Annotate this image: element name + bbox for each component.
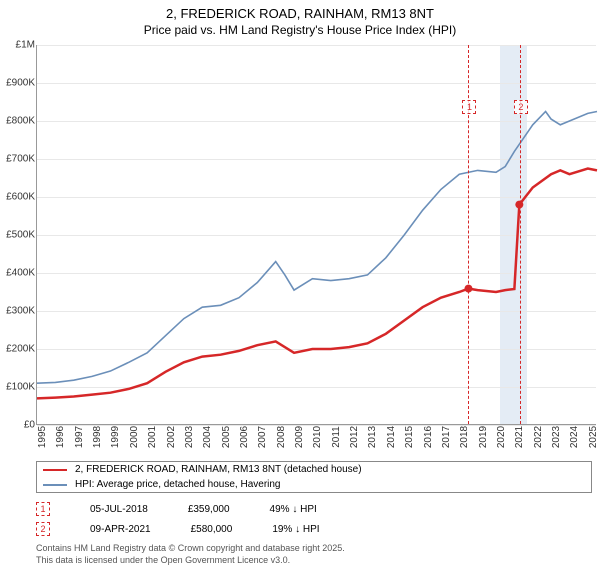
marker-box-1: 1 (462, 100, 476, 114)
legend: 2, FREDERICK ROAD, RAINHAM, RM13 8NT (de… (36, 461, 592, 493)
xtick-label: 2007 (257, 426, 268, 448)
xtick-label: 2016 (423, 426, 434, 448)
xtick-label: 1998 (92, 426, 103, 448)
xtick-label: 2015 (404, 426, 415, 448)
chart-svg (37, 45, 596, 424)
transaction-price: £580,000 (191, 524, 233, 535)
legend-label-property: 2, FREDERICK ROAD, RAINHAM, RM13 8NT (de… (75, 464, 362, 475)
series-line-hpi (37, 112, 597, 384)
xtick-label: 2004 (202, 426, 213, 448)
ytick-label: £200K (1, 344, 35, 355)
xtick-label: 2017 (441, 426, 452, 448)
ytick-label: £100K (1, 382, 35, 393)
footer-line-2: This data is licensed under the Open Gov… (36, 555, 600, 566)
xtick-label: 2001 (147, 426, 158, 448)
xtick-label: 2005 (221, 426, 232, 448)
ytick-label: £900K (1, 78, 35, 89)
legend-row-hpi: HPI: Average price, detached house, Have… (37, 477, 591, 492)
marker-box-2: 2 (514, 100, 528, 114)
series-line-property (37, 169, 597, 399)
legend-label-hpi: HPI: Average price, detached house, Have… (75, 479, 281, 490)
transaction-row: 1 05-JUL-2018 £359,000 49% ↓ HPI (36, 499, 600, 519)
ytick-label: £300K (1, 306, 35, 317)
ytick-label: £500K (1, 230, 35, 241)
xtick-label: 2020 (496, 426, 507, 448)
xtick-label: 1999 (110, 426, 121, 448)
chart-subtitle: Price paid vs. HM Land Registry's House … (0, 23, 600, 45)
xtick-label: 2011 (331, 426, 342, 448)
legend-swatch-hpi (43, 484, 67, 486)
transaction-marker-1: 1 (36, 502, 50, 516)
xtick-label: 2013 (367, 426, 378, 448)
transaction-delta: 49% ↓ HPI (270, 504, 317, 515)
xtick-label: 2021 (514, 426, 525, 448)
xtick-label: 2003 (184, 426, 195, 448)
transaction-date: 05-JUL-2018 (90, 504, 148, 515)
xtick-label: 2023 (551, 426, 562, 448)
transaction-date: 09-APR-2021 (90, 524, 151, 535)
transaction-price: £359,000 (188, 504, 230, 515)
chart-container: 2, FREDERICK ROAD, RAINHAM, RM13 8NT Pri… (0, 0, 600, 560)
xtick-label: 2019 (478, 426, 489, 448)
legend-swatch-property (43, 469, 67, 471)
ytick-label: £800K (1, 116, 35, 127)
transaction-marker-2: 2 (36, 522, 50, 536)
footer-line-1: Contains HM Land Registry data © Crown c… (36, 543, 600, 555)
footer: Contains HM Land Registry data © Crown c… (36, 543, 600, 566)
xtick-label: 2006 (239, 426, 250, 448)
xtick-label: 2018 (459, 426, 470, 448)
transaction-delta: 19% ↓ HPI (272, 524, 319, 535)
ytick-label: £600K (1, 192, 35, 203)
xtick-label: 2002 (166, 426, 177, 448)
xtick-label: 2022 (533, 426, 544, 448)
xtick-label: 1997 (74, 426, 85, 448)
xtick-label: 2025 (588, 426, 599, 448)
ytick-label: £700K (1, 154, 35, 165)
chart-plot-area: £0£100K£200K£300K£400K£500K£600K£700K£80… (36, 45, 596, 425)
chart-title: 2, FREDERICK ROAD, RAINHAM, RM13 8NT (0, 0, 600, 23)
xtick-label: 2000 (129, 426, 140, 448)
transaction-table: 1 05-JUL-2018 £359,000 49% ↓ HPI 2 09-AP… (36, 499, 600, 539)
xtick-label: 2012 (349, 426, 360, 448)
ytick-label: £1M (1, 40, 35, 51)
xtick-label: 1995 (37, 426, 48, 448)
ytick-label: £400K (1, 268, 35, 279)
xtick-label: 2024 (569, 426, 580, 448)
xtick-label: 2014 (386, 426, 397, 448)
xtick-label: 1996 (55, 426, 66, 448)
legend-row-property: 2, FREDERICK ROAD, RAINHAM, RM13 8NT (de… (37, 462, 591, 477)
xtick-label: 2010 (312, 426, 323, 448)
ytick-label: £0 (1, 420, 35, 431)
xtick-label: 2009 (294, 426, 305, 448)
xtick-label: 2008 (276, 426, 287, 448)
transaction-row: 2 09-APR-2021 £580,000 19% ↓ HPI (36, 519, 600, 539)
